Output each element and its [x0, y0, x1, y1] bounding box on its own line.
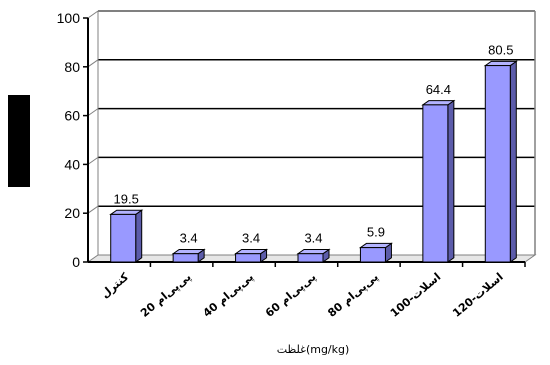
- gridline-depth: [87, 59, 99, 68]
- x-axis-title: غلظت(mg/kg): [277, 343, 350, 356]
- bar-top: [109, 209, 144, 215]
- x-category-label: 80 پی‌پی‌ام: [325, 270, 380, 319]
- y-tick-label: 0: [72, 254, 80, 270]
- y-axis-title-box: [8, 95, 30, 187]
- bar: [359, 247, 386, 263]
- bar: [484, 65, 511, 263]
- bar-top: [171, 249, 206, 255]
- bar: [422, 104, 449, 263]
- bar: [172, 253, 199, 263]
- bar-top: [358, 242, 394, 249]
- data-label: 80.5: [488, 43, 513, 58]
- data-label: 5.9: [367, 225, 385, 240]
- y-tick-label: 100: [57, 10, 81, 26]
- gridlines: [87, 10, 535, 214]
- data-labels: 19.5 3.4 3.4 3.4 5.9 64.4 80.5: [114, 43, 514, 246]
- y-tick-label: 20: [64, 205, 80, 221]
- bar: [297, 253, 324, 263]
- y-axis-title-text: درصد تلفات %: [10, 107, 22, 174]
- bar-top: [296, 249, 331, 255]
- bar-side: [135, 209, 143, 263]
- x-category-label: 60 پی‌پی‌ام: [263, 270, 318, 319]
- data-label: 19.5: [114, 191, 139, 206]
- y-tick-label: 40: [64, 156, 80, 172]
- gridline-depth: [87, 108, 99, 117]
- gridline-depth: [87, 156, 99, 165]
- bar: [110, 213, 137, 263]
- bar-top: [233, 249, 269, 255]
- y-axis-title: درصد تلفات %: [8, 95, 30, 187]
- x-category-label: اسلات-100: [388, 270, 443, 320]
- x-category-label: 40 پی‌پی‌ام: [201, 270, 256, 319]
- data-label: 3.4: [242, 231, 260, 246]
- bar-side: [447, 99, 455, 263]
- bar-side: [509, 60, 517, 263]
- x-category-label: کنترل: [98, 270, 131, 301]
- y-axis-ticks: 0 20 40 60 80 100: [57, 10, 88, 270]
- bar-top: [483, 60, 518, 67]
- x-category-label: 20 پی‌پی‌ام: [138, 270, 193, 319]
- data-label: 3.4: [304, 231, 322, 246]
- bar-top: [421, 100, 456, 106]
- x-category-label: اسلات-120: [450, 270, 505, 320]
- gridline-depth: [87, 10, 99, 19]
- data-label: 3.4: [180, 231, 198, 246]
- y-tick-label: 80: [64, 59, 80, 75]
- bar: [235, 253, 262, 263]
- gridline-depth: [87, 205, 99, 214]
- data-label: 64.4: [426, 82, 451, 97]
- bars: [109, 60, 518, 263]
- plot-frame: [86, 10, 537, 263]
- y-tick-label: 60: [64, 108, 80, 124]
